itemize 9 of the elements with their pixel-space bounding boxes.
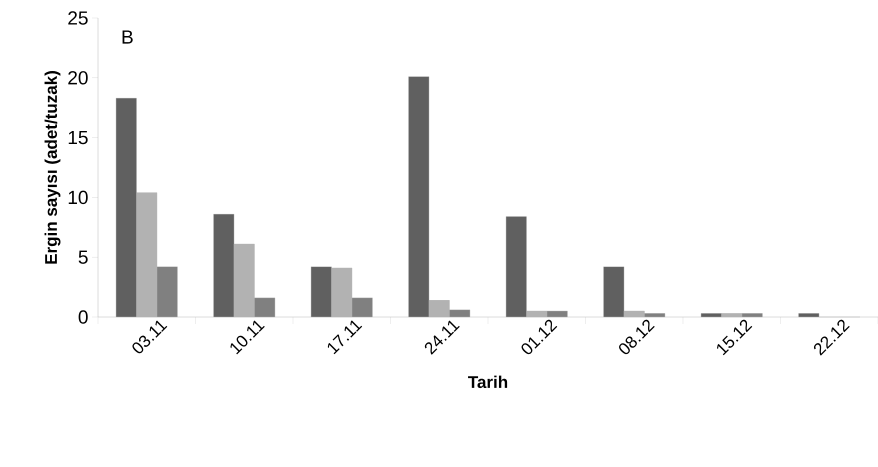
y-tick-label: 25	[68, 11, 88, 25]
y-tick-label: 15	[68, 130, 88, 144]
annotation: B	[122, 30, 133, 44]
x-axis-title: Tarih	[468, 376, 508, 388]
y-tick-label: 0	[78, 310, 88, 324]
y-tick-label: 5	[78, 250, 88, 264]
y-tick-label: 20	[68, 71, 88, 85]
y-tick-label: 10	[68, 190, 88, 204]
y-axis-title: Ergin sayısı (adet/tuzak)	[44, 71, 60, 264]
